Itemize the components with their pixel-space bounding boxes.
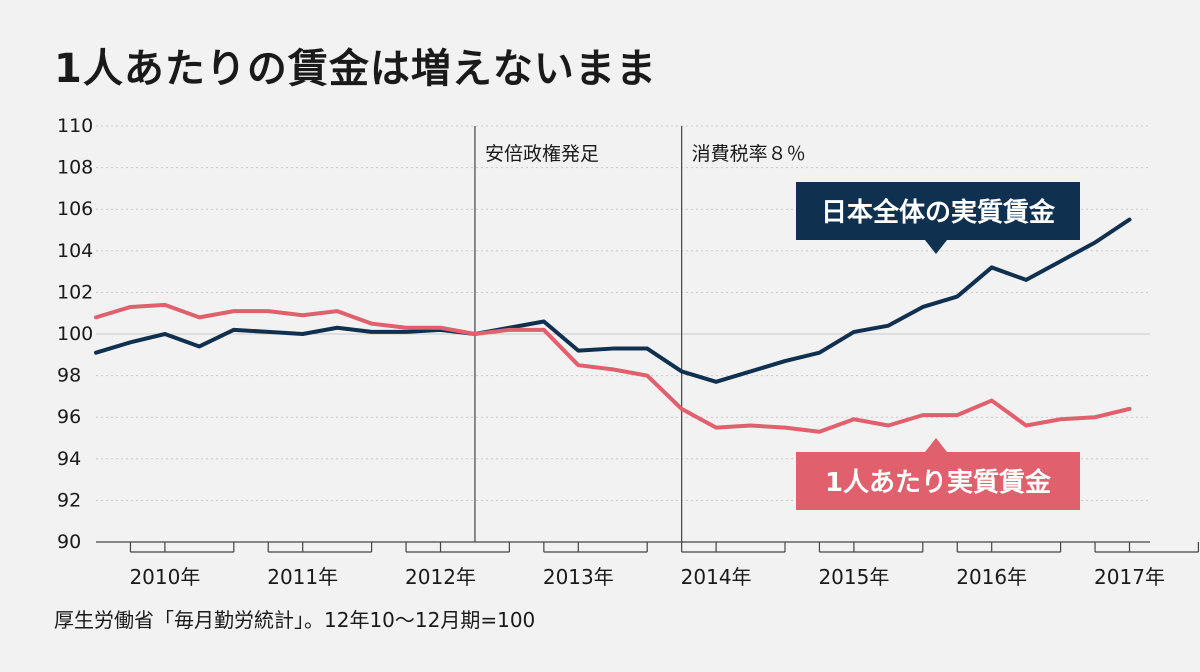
series-line	[94, 217, 1132, 384]
y-tick-label: 92	[57, 489, 81, 511]
y-tick-label: 104	[57, 240, 93, 262]
x-tick-label: 2017年	[1094, 565, 1165, 589]
series-layer	[94, 217, 1132, 434]
y-tick-label: 108	[57, 157, 93, 179]
event-label: 消費税率８％	[692, 143, 806, 165]
x-tick-label: 2016年	[956, 565, 1027, 589]
x-tick-label: 2013年	[543, 565, 614, 589]
x-tick-label: 2011年	[267, 565, 338, 589]
series-callout-box	[796, 452, 1080, 510]
series-label: 日本全体の実質賃金	[821, 197, 1056, 228]
y-tick-label: 100	[57, 323, 93, 345]
series-line	[94, 302, 1132, 434]
y-tick-label: 102	[57, 281, 93, 303]
x-tick-label: 2010年	[129, 565, 200, 589]
source-note: 厚生労働省「毎月勤労統計」。12年10〜12月期=100	[54, 608, 536, 632]
series-callout-pointer	[925, 240, 947, 254]
y-tick-label: 98	[57, 365, 81, 387]
y-tick-label: 106	[57, 198, 93, 220]
series-label: 1人あたり実質賃金	[825, 467, 1052, 498]
series-callout-box	[796, 182, 1080, 240]
chart-title: 1人あたりの賃金は増えないまま	[54, 46, 657, 92]
x-tick-label: 2012年	[405, 565, 476, 589]
y-tick-label: 90	[57, 531, 81, 553]
series-callout-pointer	[925, 438, 947, 452]
event-label: 安倍政権発足	[485, 143, 599, 165]
y-tick-label: 110	[57, 115, 93, 137]
y-tick-label: 94	[57, 448, 81, 470]
axis-layer: 90 92 94 96 98 100 102 104 106 108 110 2010年 2011年 20…	[57, 115, 1200, 589]
event-layer: 安倍政権発足 消費税率８％	[474, 126, 806, 542]
y-tick-label: 96	[57, 406, 81, 428]
x-tick-label: 2014年	[681, 565, 752, 589]
label-layer: 日本全体の実質賃金 1人あたり実質賃金	[796, 182, 1080, 510]
x-tick-label: 2015年	[818, 565, 889, 589]
